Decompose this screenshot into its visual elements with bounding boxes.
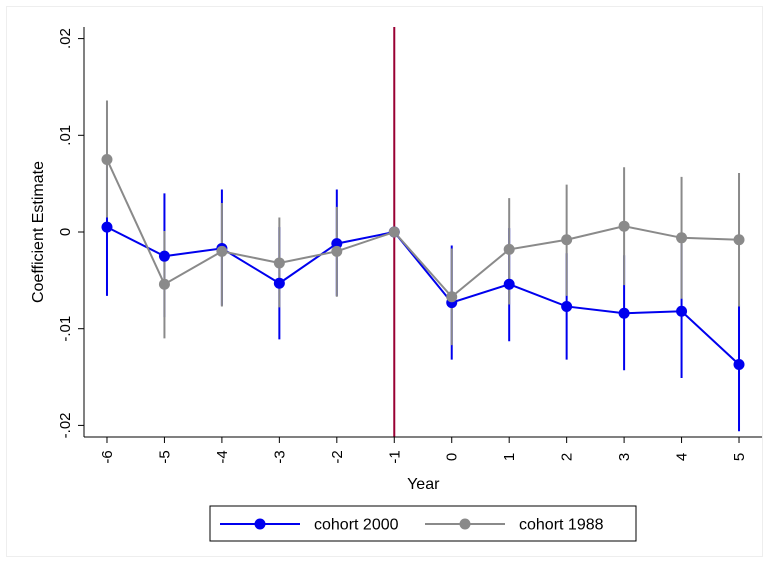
cohort-2000-point [101, 221, 113, 233]
cohort-1988-point [216, 245, 228, 257]
cohort-2000-line [106, 226, 740, 366]
cohort-1988-point [561, 234, 573, 246]
legend-swatch-marker [459, 518, 471, 530]
cohort-1988-point [158, 278, 170, 290]
x-tick-label: -2 [329, 450, 346, 463]
cohort-2000-point [331, 238, 343, 250]
x-tick-label: 3 [616, 453, 633, 461]
cohort-2000-point [561, 300, 573, 312]
cohort-1988-point [733, 234, 745, 246]
x-tick-label: 4 [674, 453, 691, 461]
x-tick-label: 5 [731, 453, 748, 461]
cohort-2000-point [158, 250, 170, 262]
cohort-1988-point [503, 243, 515, 255]
x-tick-label: 2 [559, 453, 576, 461]
cohort-2000-point [676, 305, 688, 317]
cohort-2000-point [273, 277, 285, 289]
x-tick-label: 0 [444, 453, 461, 461]
cohort-1988-point [388, 226, 400, 238]
legend: cohort 2000 cohort 1988 [209, 505, 637, 542]
y-tick-label: -.01 [57, 316, 74, 342]
x-axis-title: Year [407, 476, 440, 493]
cohort-2000-point [503, 278, 515, 290]
x-tick-label: -5 [156, 450, 173, 463]
series-line-layer [106, 159, 740, 366]
cohort-1988-point [618, 220, 630, 232]
cohort-1988-point [331, 245, 343, 257]
cohort-1988-point [446, 291, 458, 303]
cohort-1988-point [676, 232, 688, 244]
x-tick-label: -3 [271, 450, 288, 463]
legend-label: cohort 1988 [519, 517, 604, 534]
x-tick-label: -4 [214, 450, 231, 463]
cohort-2000-point [733, 358, 745, 370]
x-tick-label: -1 [386, 450, 403, 463]
y-tick-label: .02 [57, 28, 74, 49]
series-point-layer [101, 153, 745, 370]
axis-layer: -.02 -.01 0 .01 .02 -6 -5 -4 -3 -2 -1 0 1 2 3 4 5 [57, 27, 762, 464]
y-tick-label: 0 [57, 228, 74, 236]
cohort-1988-point [273, 257, 285, 269]
legend-label: cohort 2000 [314, 517, 399, 534]
y-axis-title: Coefficient Estimate [30, 161, 47, 303]
y-tick-label: -.02 [57, 412, 74, 438]
cohort-1988-point [101, 153, 113, 165]
legend-swatch-marker [254, 518, 266, 530]
x-tick-label: -6 [99, 450, 116, 463]
y-tick-label: .01 [57, 125, 74, 146]
x-tick-label: 1 [501, 453, 518, 461]
cohort-2000-point [618, 307, 630, 319]
cohort-1988-line [106, 159, 740, 299]
chart-frame [6, 6, 763, 557]
